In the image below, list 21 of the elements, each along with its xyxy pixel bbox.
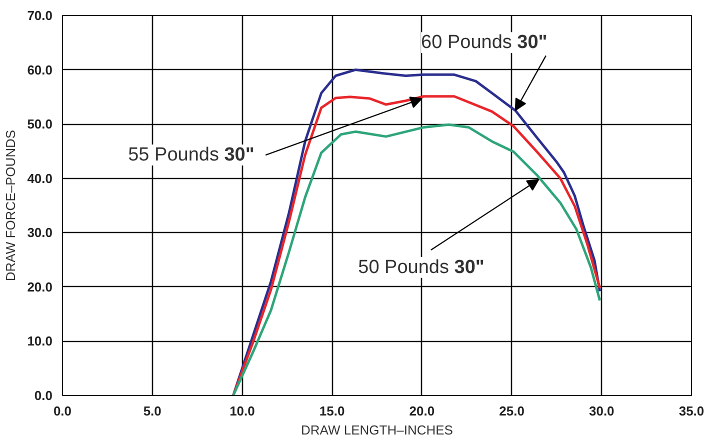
x-tick-label: 10.0 xyxy=(230,404,255,418)
y-tick-label: 40.0 xyxy=(27,170,53,186)
x-axis-title: DRAW LENGTH–INCHES xyxy=(301,422,454,438)
x-tick-label: 25.0 xyxy=(499,404,524,418)
x-tick-label: 20.0 xyxy=(409,404,435,418)
annotation: 55 Pounds 30" xyxy=(128,144,254,166)
x-tick-label: 0.0 xyxy=(53,404,72,418)
annotation: 60 Pounds 30" xyxy=(421,32,548,54)
x-tick-label: 15.0 xyxy=(319,404,345,418)
annotation: 50 Pounds 30" xyxy=(358,256,484,278)
y-tick-label: 10.0 xyxy=(27,334,53,349)
y-tick-label: 0.0 xyxy=(34,388,53,403)
y-tick-label: 50.0 xyxy=(27,116,53,132)
y-tick-label: 20.0 xyxy=(27,279,53,294)
y-axis-title: DRAW FORCE–POUNDS xyxy=(3,130,18,282)
x-tick-label: 5.0 xyxy=(143,404,162,418)
y-tick-label: 70.0 xyxy=(27,8,53,23)
x-tick-label: 35.0 xyxy=(678,404,704,418)
y-tick-label: 60.0 xyxy=(27,62,53,78)
x-tick-label: 30.0 xyxy=(588,404,614,418)
y-tick-label: 30.0 xyxy=(27,225,53,240)
